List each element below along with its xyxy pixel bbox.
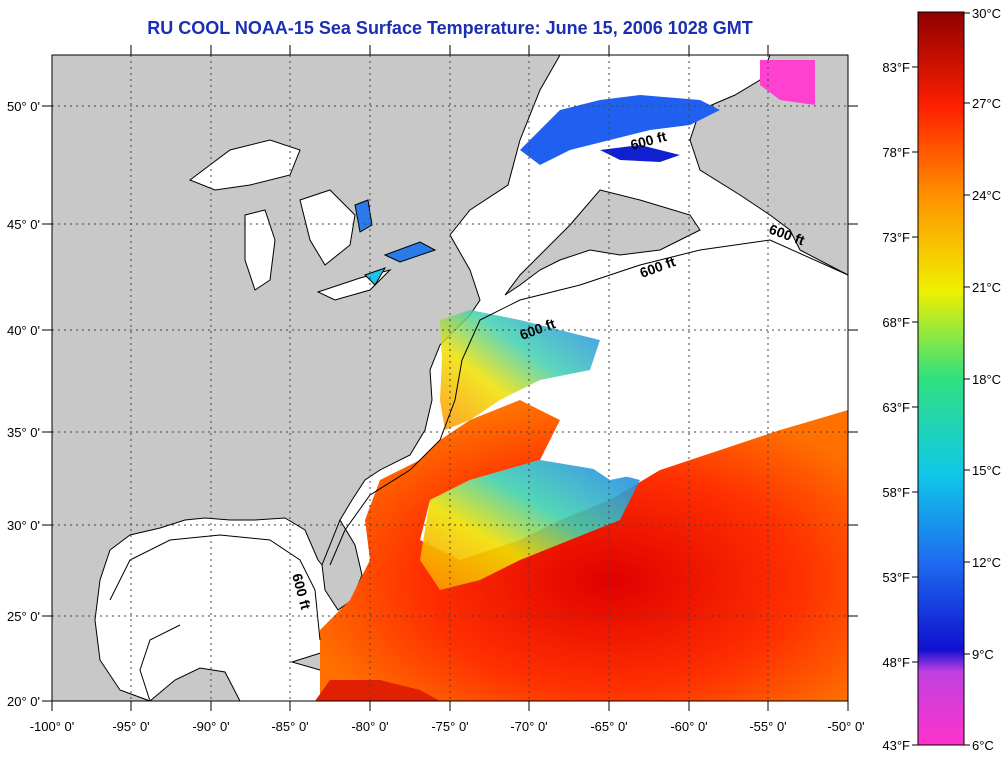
lat-label: 35° 0' xyxy=(7,425,40,440)
map-title: RU COOL NOAA-15 Sea Surface Temperature:… xyxy=(147,18,753,38)
fahrenheit-label: 68°F xyxy=(882,315,910,330)
great-lakes xyxy=(188,139,437,301)
fahrenheit-label: 83°F xyxy=(882,60,910,75)
celsius-label: 18°C xyxy=(972,372,1001,387)
lon-label: -65° 0' xyxy=(590,719,627,734)
fahrenheit-label: 43°F xyxy=(882,738,910,753)
lat-label: 30° 0' xyxy=(7,518,40,533)
celsius-label: 9°C xyxy=(972,647,994,662)
celsius-label: 15°C xyxy=(972,463,1001,478)
colorbar-ticks xyxy=(912,12,970,746)
lon-label: -80° 0' xyxy=(351,719,388,734)
lat-label: 50° 0' xyxy=(7,99,40,114)
axis-ticks xyxy=(42,45,858,711)
longitude-labels: -100° 0' -95° 0' -90° 0' -85° 0' -80° 0'… xyxy=(30,719,865,734)
lat-label: 20° 0' xyxy=(7,694,40,709)
celsius-label: 27°C xyxy=(972,96,1001,111)
sst-data-layer xyxy=(315,60,848,701)
lat-label: 45° 0' xyxy=(7,217,40,232)
lon-label: -75° 0' xyxy=(431,719,468,734)
lat-label: 25° 0' xyxy=(7,609,40,624)
lon-label: -95° 0' xyxy=(112,719,149,734)
colorbar-fahrenheit-labels: 83°F 78°F 73°F 68°F 63°F 58°F 53°F 48°F … xyxy=(882,60,910,753)
graticule xyxy=(52,55,848,701)
celsius-label: 6°C xyxy=(972,738,994,753)
celsius-label: 24°C xyxy=(972,188,1001,203)
lat-label: 40° 0' xyxy=(7,323,40,338)
fahrenheit-label: 63°F xyxy=(882,400,910,415)
lon-label: -70° 0' xyxy=(510,719,547,734)
celsius-label: 12°C xyxy=(972,555,1001,570)
celsius-label: 21°C xyxy=(972,280,1001,295)
fahrenheit-label: 58°F xyxy=(882,485,910,500)
isobath-600ft-lines xyxy=(109,239,849,702)
lon-label: -50° 0' xyxy=(827,719,864,734)
fahrenheit-label: 53°F xyxy=(882,570,910,585)
land-areas xyxy=(51,54,849,702)
lon-label: -85° 0' xyxy=(271,719,308,734)
colorbar-celsius-labels: 30°C 27°C 24°C 21°C 18°C 15°C 12°C 9°C 6… xyxy=(972,6,1001,753)
fahrenheit-label: 48°F xyxy=(882,655,910,670)
lon-label: -55° 0' xyxy=(749,719,786,734)
fahrenheit-label: 78°F xyxy=(882,145,910,160)
celsius-label: 30°C xyxy=(972,6,1001,21)
latitude-labels: 50° 0' 45° 0' 40° 0' 35° 0' 30° 0' 25° 0… xyxy=(7,99,40,709)
fahrenheit-label: 73°F xyxy=(882,230,910,245)
colorbar xyxy=(917,11,965,746)
lon-label: -100° 0' xyxy=(30,719,75,734)
lon-label: -90° 0' xyxy=(192,719,229,734)
lon-label: -60° 0' xyxy=(670,719,707,734)
